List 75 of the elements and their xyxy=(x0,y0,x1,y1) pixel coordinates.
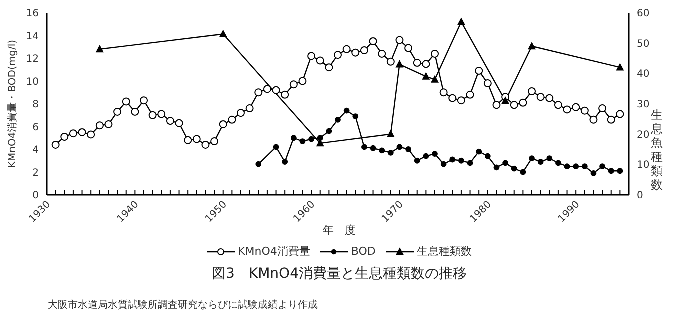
y-tick-label: 6 xyxy=(32,122,39,134)
y-tick-label: 2 xyxy=(32,168,39,179)
point xyxy=(450,156,456,163)
point xyxy=(386,130,395,138)
text: 図3 KMnO4消費量と生息種類数の推移 xyxy=(211,265,468,283)
point xyxy=(457,18,466,26)
y-tick-label: 16 xyxy=(26,8,39,20)
point xyxy=(590,170,597,176)
point xyxy=(282,159,288,165)
point xyxy=(414,158,420,164)
point xyxy=(616,63,624,71)
point xyxy=(538,159,544,165)
y-tick-label: 12 xyxy=(26,54,39,66)
point xyxy=(396,60,404,68)
x-axis-title: 年 度 xyxy=(323,224,356,237)
y2-tick-label: 20 xyxy=(637,130,650,141)
point xyxy=(617,168,624,174)
point xyxy=(423,153,430,160)
point xyxy=(529,156,535,162)
y2-axis-title: 生息魚種類数 xyxy=(650,108,664,192)
point xyxy=(502,96,510,104)
point xyxy=(546,156,553,162)
y2-tick-label: 10 xyxy=(637,160,650,172)
point xyxy=(406,146,412,152)
point xyxy=(273,144,280,150)
y-tick-label: 14 xyxy=(26,31,39,42)
point xyxy=(431,75,439,83)
point xyxy=(520,169,526,176)
point xyxy=(511,166,518,172)
point xyxy=(317,135,324,142)
point xyxy=(388,150,394,156)
point xyxy=(326,128,332,134)
y-tick-label: 4 xyxy=(32,145,39,156)
y2-tick-label: 60 xyxy=(637,8,650,20)
legend-label: 生息種類数 xyxy=(416,244,472,259)
point xyxy=(308,136,314,142)
legend-label: KMnO4消費量 xyxy=(238,244,310,259)
point xyxy=(432,151,438,157)
point xyxy=(370,145,376,152)
point xyxy=(219,30,228,38)
y-tick-label: 8 xyxy=(32,100,39,111)
point xyxy=(362,144,368,150)
point xyxy=(352,114,359,120)
point xyxy=(573,164,580,170)
legend-label: BOD xyxy=(351,245,376,258)
y-tick-label: 10 xyxy=(26,76,39,88)
point xyxy=(396,144,403,150)
point xyxy=(344,108,350,114)
point xyxy=(300,138,306,144)
point xyxy=(528,42,536,50)
point xyxy=(564,164,570,170)
point xyxy=(335,116,341,123)
point xyxy=(290,135,297,142)
point xyxy=(582,164,588,170)
point xyxy=(502,160,508,166)
point xyxy=(494,164,500,171)
y2-tick-label: 30 xyxy=(637,100,650,111)
point xyxy=(476,148,482,155)
point xyxy=(458,158,464,164)
y2-tick-label: 0 xyxy=(637,190,644,202)
y2-tick-label: 40 xyxy=(637,69,650,80)
y2-tick-label: 50 xyxy=(637,38,650,50)
point xyxy=(556,160,562,166)
point xyxy=(600,164,606,170)
y-tick-label: 0 xyxy=(32,190,39,202)
point xyxy=(608,168,614,174)
point xyxy=(440,161,447,168)
point xyxy=(96,45,104,53)
point xyxy=(484,153,491,160)
y-axis-title: KMnO4消費量・BOD(mg/l) xyxy=(6,40,19,168)
point xyxy=(379,148,386,154)
point xyxy=(256,161,262,168)
point xyxy=(467,160,474,166)
text: 大阪市水道局水質試験所調査研究ならびに試験成績より作成 xyxy=(48,298,318,312)
point xyxy=(422,72,430,80)
